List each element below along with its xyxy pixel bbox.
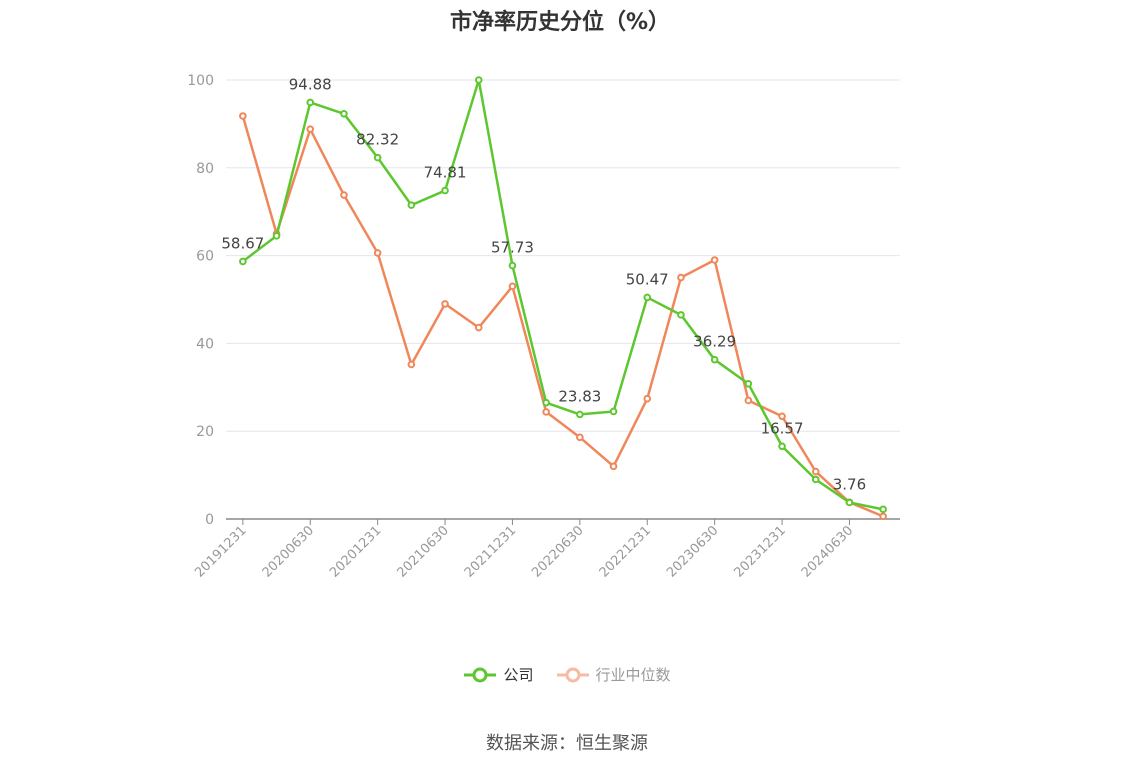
series-lines: [239, 76, 887, 521]
data-point: [811, 475, 820, 484]
grid-lines: [226, 79, 900, 432]
data-point: [340, 191, 348, 199]
data-point: [576, 410, 584, 419]
source-note: 数据来源：恒生聚源: [486, 733, 648, 754]
legend-industry-icon: [556, 667, 589, 682]
data-point: [879, 505, 887, 514]
data-point: [474, 323, 483, 332]
x-tick-label: 20240630: [799, 523, 856, 580]
data-point: [306, 125, 315, 133]
y-tick-label: 60: [196, 249, 214, 265]
y-tick-label: 100: [187, 73, 214, 89]
data-label: 3.76: [833, 475, 866, 493]
data-point: [542, 398, 550, 407]
y-tick-label: 80: [196, 161, 214, 177]
x-tick-label: 20220630: [529, 523, 586, 580]
data-point: [407, 360, 416, 369]
data-point: [609, 407, 618, 416]
data-point: [340, 110, 348, 118]
data-point: [643, 293, 652, 302]
data-point: [306, 98, 315, 107]
x-tick-label: 20211231: [462, 523, 519, 580]
data-label: 23.83: [558, 387, 601, 405]
data-labels: 58.67 94.88 82.32 74.81 57.73 23.83 50.47 36.29…: [221, 75, 866, 493]
data-label: 50.47: [626, 270, 669, 288]
x-tick-label: 20221231: [597, 523, 654, 580]
data-point: [508, 261, 517, 270]
legend-item-industry-median[interactable]: 行业中位数: [556, 664, 671, 685]
legend-company-icon: [464, 667, 497, 682]
data-label: 57.73: [491, 239, 534, 257]
data-point: [677, 273, 685, 282]
data-label: 58.67: [221, 234, 264, 252]
data-point: [744, 396, 753, 405]
legend: 公司 行业中位数: [0, 664, 1134, 685]
series-line: [242, 78, 884, 511]
x-tick-label: 20191231: [192, 523, 249, 580]
data-label: 94.88: [289, 75, 332, 93]
data-point: [373, 153, 382, 162]
x-tick-label: 20231231: [731, 523, 788, 580]
data-point: [643, 394, 652, 403]
x-tick-label: 20210630: [394, 523, 451, 580]
legend-label-company: 公司: [503, 666, 534, 684]
y-tick-label: 40: [196, 336, 214, 352]
data-label: 16.57: [761, 419, 804, 437]
data-point: [677, 311, 685, 319]
data-point: [845, 498, 854, 507]
x-tick-label: 20200630: [260, 523, 317, 580]
data-label: 36.29: [693, 333, 736, 351]
data-point: [441, 300, 449, 308]
legend-label-industry-median: 行业中位数: [595, 666, 671, 684]
data-point: [407, 201, 416, 209]
data-point: [609, 462, 618, 471]
data-point: [474, 76, 483, 84]
data-point: [710, 355, 719, 364]
series-line: [241, 115, 884, 518]
chart-title: 市净率历史分位（%）: [449, 10, 671, 35]
data-point: [811, 467, 820, 476]
data-point: [441, 186, 449, 195]
legend-item-company[interactable]: 公司: [463, 664, 534, 685]
data-point: [239, 112, 247, 120]
data-point: [373, 249, 382, 257]
data-point: [272, 232, 281, 240]
data-point: [542, 408, 550, 416]
y-tick-label: 20: [196, 424, 214, 440]
x-tick-label: 20230630: [664, 523, 721, 580]
data-label: 82.32: [356, 131, 399, 149]
data-point: [744, 379, 753, 388]
data-point: [508, 282, 517, 291]
data-label: 74.81: [424, 164, 467, 182]
data-point: [778, 442, 786, 451]
data-point: [239, 257, 247, 266]
x-tick-label: 20201231: [327, 523, 384, 580]
y-tick-label: 0: [205, 512, 214, 528]
data-point: [576, 433, 584, 442]
data-point: [778, 412, 786, 421]
data-point: [710, 256, 719, 264]
data-point: [879, 512, 887, 521]
